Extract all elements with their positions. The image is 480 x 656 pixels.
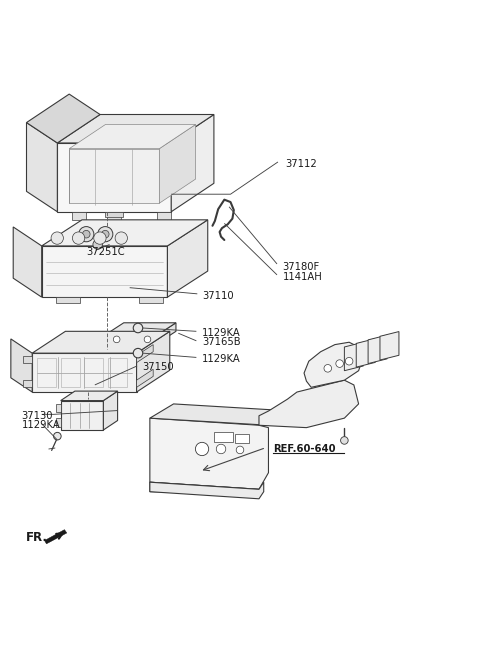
Text: 1129KA: 1129KA [202, 328, 241, 338]
Polygon shape [150, 418, 268, 489]
Text: 37112: 37112 [285, 159, 317, 169]
Polygon shape [105, 335, 157, 344]
Polygon shape [57, 115, 214, 143]
Polygon shape [69, 149, 159, 203]
Circle shape [236, 446, 244, 454]
Text: 1129KA: 1129KA [202, 354, 241, 364]
Circle shape [195, 442, 209, 456]
Circle shape [97, 226, 113, 242]
Polygon shape [56, 297, 80, 303]
Circle shape [72, 232, 85, 244]
Circle shape [341, 437, 348, 444]
Polygon shape [32, 331, 170, 353]
Polygon shape [42, 220, 208, 246]
Polygon shape [159, 125, 196, 203]
Polygon shape [72, 212, 86, 220]
Polygon shape [150, 404, 292, 425]
Polygon shape [107, 212, 121, 220]
Polygon shape [137, 369, 153, 387]
Polygon shape [157, 212, 171, 220]
Circle shape [336, 359, 343, 367]
Polygon shape [23, 356, 32, 363]
Polygon shape [86, 231, 117, 237]
Polygon shape [57, 143, 171, 212]
Circle shape [93, 239, 102, 249]
Text: FR.: FR. [25, 531, 48, 544]
Polygon shape [109, 231, 117, 252]
Polygon shape [60, 391, 118, 401]
Circle shape [133, 348, 143, 358]
Polygon shape [137, 331, 170, 392]
Polygon shape [150, 482, 259, 494]
Polygon shape [105, 323, 176, 335]
Polygon shape [157, 323, 176, 344]
Circle shape [79, 226, 94, 242]
Circle shape [113, 336, 120, 342]
Text: REF.60-640: REF.60-640 [273, 444, 336, 454]
Polygon shape [26, 123, 57, 212]
Polygon shape [60, 401, 103, 430]
Polygon shape [368, 335, 387, 363]
Circle shape [94, 232, 106, 244]
Circle shape [83, 230, 90, 238]
Polygon shape [69, 125, 196, 149]
Polygon shape [13, 227, 42, 297]
Circle shape [345, 358, 353, 365]
Polygon shape [11, 339, 32, 392]
Polygon shape [168, 220, 208, 297]
Circle shape [54, 432, 61, 440]
Polygon shape [344, 342, 363, 371]
Polygon shape [356, 338, 375, 367]
Text: 37130: 37130 [22, 411, 53, 420]
Polygon shape [23, 380, 32, 387]
Circle shape [144, 336, 151, 342]
Polygon shape [380, 331, 399, 360]
Text: 37251C: 37251C [86, 247, 124, 257]
Polygon shape [26, 94, 100, 143]
Text: 37110: 37110 [202, 291, 234, 300]
Circle shape [324, 365, 332, 372]
Polygon shape [139, 297, 163, 303]
Polygon shape [150, 482, 264, 499]
Polygon shape [137, 344, 153, 363]
Bar [214, 432, 233, 442]
Circle shape [133, 323, 143, 333]
Text: 1141AH: 1141AH [283, 272, 323, 282]
Circle shape [115, 232, 127, 244]
Circle shape [51, 232, 63, 244]
Bar [235, 434, 250, 443]
Polygon shape [259, 380, 359, 428]
Circle shape [101, 230, 109, 238]
Polygon shape [86, 237, 109, 252]
Text: 37150: 37150 [143, 362, 174, 372]
Polygon shape [42, 246, 168, 297]
Text: 37165B: 37165B [202, 337, 240, 347]
Polygon shape [45, 529, 67, 544]
Polygon shape [56, 403, 60, 413]
Polygon shape [304, 342, 363, 387]
Text: 37180F: 37180F [283, 262, 320, 272]
Polygon shape [103, 391, 118, 430]
Polygon shape [105, 212, 123, 216]
Polygon shape [171, 115, 214, 212]
Circle shape [216, 444, 226, 454]
Polygon shape [56, 419, 60, 427]
Text: 1129KA: 1129KA [22, 420, 60, 430]
Polygon shape [32, 353, 137, 392]
